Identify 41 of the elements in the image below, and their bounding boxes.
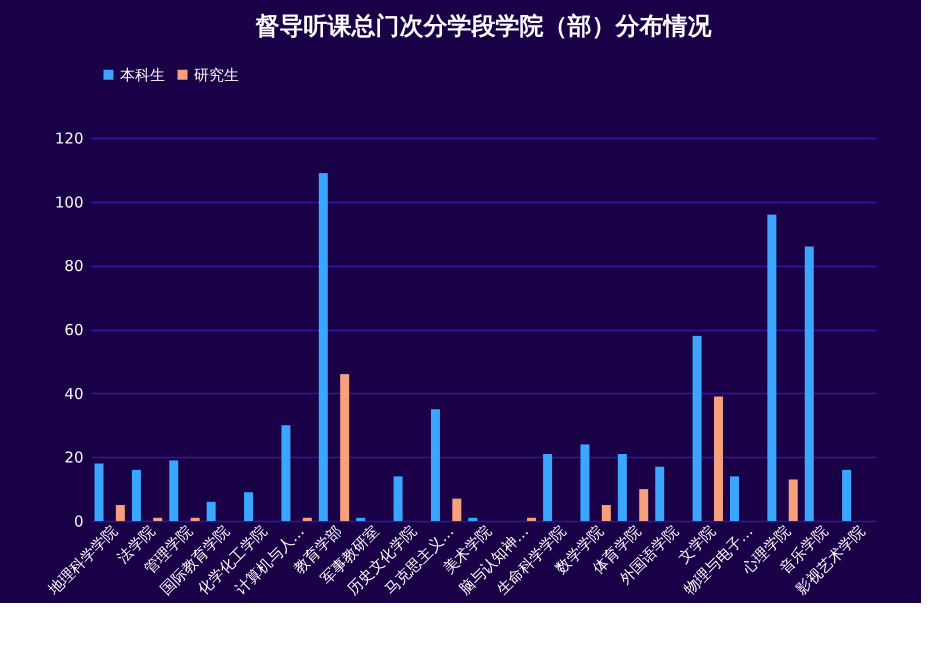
bar bbox=[788, 480, 798, 521]
bar bbox=[318, 173, 328, 521]
y-tick-label: 0 bbox=[74, 512, 84, 530]
y-tick-label: 100 bbox=[54, 193, 84, 212]
bar bbox=[153, 518, 162, 521]
bar bbox=[94, 464, 104, 521]
bar bbox=[206, 502, 216, 521]
bar bbox=[730, 476, 739, 521]
y-tick-label: 60 bbox=[64, 321, 84, 339]
y-tick-label: 80 bbox=[64, 257, 84, 276]
bar bbox=[281, 425, 290, 521]
bar bbox=[190, 518, 200, 521]
bar bbox=[468, 518, 478, 521]
bar bbox=[452, 498, 462, 521]
bar bbox=[692, 336, 702, 521]
bar bbox=[842, 470, 852, 521]
bar bbox=[169, 460, 178, 521]
bar bbox=[132, 470, 141, 521]
y-tick-label: 120 bbox=[54, 130, 84, 148]
legend-label: 研究生 bbox=[194, 66, 239, 84]
bar bbox=[430, 409, 440, 521]
bar bbox=[527, 518, 536, 521]
y-tick-label: 40 bbox=[64, 384, 84, 403]
bar bbox=[804, 246, 814, 521]
bar bbox=[116, 505, 125, 521]
bar bbox=[356, 518, 366, 521]
bar bbox=[639, 489, 648, 521]
bar bbox=[244, 492, 254, 521]
bar bbox=[580, 444, 590, 521]
legend-label: 本科生 bbox=[120, 66, 165, 84]
bar bbox=[714, 396, 723, 521]
bar bbox=[618, 454, 627, 521]
bar bbox=[394, 476, 403, 521]
bar bbox=[340, 374, 350, 521]
bar bbox=[655, 466, 664, 521]
bar bbox=[302, 518, 312, 521]
chart-title: 督导听课总门次分学段学院（部）分布情况 bbox=[254, 12, 712, 40]
bar bbox=[543, 454, 552, 521]
bar bbox=[767, 214, 776, 521]
y-tick-label: 20 bbox=[64, 448, 84, 467]
bar bbox=[602, 505, 611, 521]
